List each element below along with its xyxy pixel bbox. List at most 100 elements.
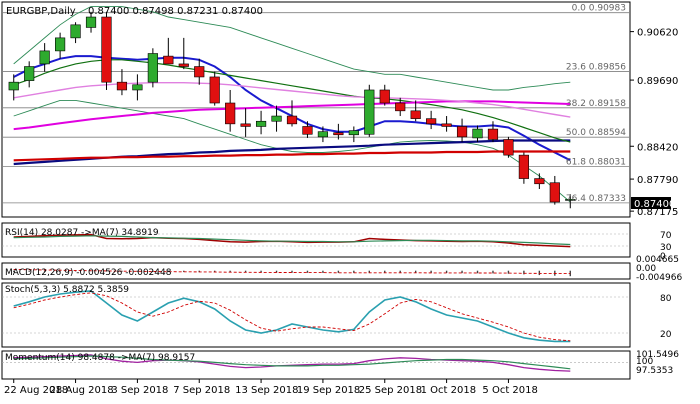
candle-body bbox=[55, 37, 66, 52]
candle bbox=[163, 37, 174, 65]
stoch-label: Stoch(5,3,3) 5.8872 5.3859 bbox=[5, 285, 129, 295]
candle-body bbox=[255, 120, 267, 127]
macd-label: MACD(12,26,9) -0.004526 -0.002448 bbox=[5, 268, 172, 278]
candle-body bbox=[194, 66, 205, 78]
candle bbox=[518, 152, 529, 184]
candle bbox=[70, 22, 81, 44]
date-tick-label: 7 Sep 2018 bbox=[173, 385, 230, 396]
candle bbox=[132, 74, 143, 101]
candle bbox=[178, 37, 189, 70]
candle-body bbox=[333, 132, 344, 136]
candle bbox=[147, 48, 158, 88]
candle-body bbox=[565, 199, 576, 201]
candle-body bbox=[240, 123, 251, 127]
candle bbox=[194, 58, 205, 85]
candle-body bbox=[8, 81, 19, 91]
candle bbox=[286, 100, 298, 127]
date-tick-label: 28 Aug 2018 bbox=[50, 385, 114, 396]
candle bbox=[101, 11, 112, 90]
date-tick-label: 25 Sep 2018 bbox=[359, 385, 422, 396]
candle-body bbox=[24, 66, 35, 81]
candle bbox=[225, 89, 236, 132]
candle bbox=[302, 121, 313, 138]
candle-body bbox=[101, 16, 112, 83]
stoch-tick-label: 80 bbox=[660, 294, 672, 304]
candle bbox=[410, 100, 421, 122]
fib-label: 50.0 0.88594 bbox=[566, 128, 626, 138]
momentum-tick-label: 100 bbox=[636, 357, 653, 367]
current-price-label: 0.87400 bbox=[634, 199, 675, 210]
candle-body bbox=[209, 76, 220, 104]
candle bbox=[317, 126, 329, 143]
ohlc-label: 0.87400 0.87498 0.87231 0.87400 bbox=[88, 6, 263, 17]
candle bbox=[255, 110, 267, 135]
candle-body bbox=[379, 89, 390, 104]
date-tick-label: 1 Oct 2018 bbox=[421, 385, 476, 396]
date-tick-label: 22 Aug 2018 bbox=[4, 385, 68, 396]
candle bbox=[116, 69, 128, 96]
candle-body bbox=[85, 16, 97, 28]
candle bbox=[503, 136, 514, 158]
fib-label: 76.4 0.87333 bbox=[566, 194, 626, 204]
bollinger-lower bbox=[13, 99, 571, 203]
date-tick-label: 19 Sep 2018 bbox=[297, 385, 360, 396]
candle-body bbox=[147, 53, 158, 83]
candle-body bbox=[70, 24, 81, 39]
candle bbox=[441, 116, 452, 132]
candle bbox=[379, 84, 390, 106]
candle-body bbox=[348, 130, 359, 136]
candle bbox=[565, 194, 576, 209]
rsi-tick-label: 30 bbox=[660, 243, 672, 253]
candle bbox=[55, 32, 66, 59]
symbol-label: EURGBP,Daily bbox=[6, 6, 76, 17]
candle-body bbox=[286, 115, 298, 125]
candle bbox=[348, 126, 359, 143]
candle-body bbox=[426, 118, 437, 125]
candle-body bbox=[441, 123, 452, 127]
main-panel-frame bbox=[1, 1, 631, 218]
momentum-tick-label: 101.5496 bbox=[636, 350, 679, 360]
macd-tick-label: 0.00 bbox=[636, 264, 656, 274]
candle-body bbox=[456, 126, 468, 138]
candle bbox=[209, 71, 220, 106]
candle bbox=[240, 108, 251, 137]
candle-body bbox=[364, 89, 375, 135]
candle bbox=[395, 97, 406, 117]
momentum-label: Momentum(14) 98.4878 ->MA(7) 98.9157 bbox=[5, 353, 195, 363]
candle-body bbox=[410, 110, 421, 119]
fib-label: 38.2 0.89158 bbox=[566, 99, 626, 109]
macd-signal-line bbox=[13, 269, 571, 275]
price-tick-label: 0.87175 bbox=[637, 207, 678, 218]
candle bbox=[8, 74, 19, 101]
rsi-series: 70 300 bbox=[2, 231, 672, 262]
price-tick-label: 0.89690 bbox=[637, 76, 678, 87]
candle-body bbox=[225, 102, 236, 125]
candle-body bbox=[132, 84, 143, 91]
candle-body bbox=[317, 131, 329, 138]
candle bbox=[456, 118, 468, 143]
fibonacci-labels: 0.0 0.90983 23.6 0.89856 38.2 0.89158 50.0 … bbox=[566, 4, 626, 204]
rsi-tick-label: 70 bbox=[660, 231, 672, 241]
macd-tick-label: -0.004966 bbox=[636, 273, 682, 283]
candle bbox=[85, 11, 97, 33]
ma-line-red-ma bbox=[13, 150, 571, 162]
current-price-marker: 0.87400 bbox=[631, 197, 675, 210]
candle-body bbox=[503, 139, 514, 156]
date-tick-label: 13 Sep 2018 bbox=[235, 385, 298, 396]
macd-panel-frame bbox=[1, 262, 631, 280]
stoch-tick-label: 20 bbox=[660, 330, 672, 340]
date-tick-label: 3 Sep 2018 bbox=[111, 385, 168, 396]
candlestick-series bbox=[8, 11, 576, 209]
rsi-ma-line bbox=[13, 235, 571, 246]
candle-body bbox=[549, 182, 560, 203]
candle-body bbox=[487, 128, 499, 140]
fib-label: 23.6 0.89856 bbox=[566, 62, 626, 72]
candle bbox=[534, 173, 545, 189]
price-axis: 0.90620 0.89690 0.88420 0.87790 0.87175 bbox=[630, 28, 678, 218]
candle bbox=[24, 61, 35, 88]
fib-label: 0.0 0.90983 bbox=[572, 4, 626, 14]
